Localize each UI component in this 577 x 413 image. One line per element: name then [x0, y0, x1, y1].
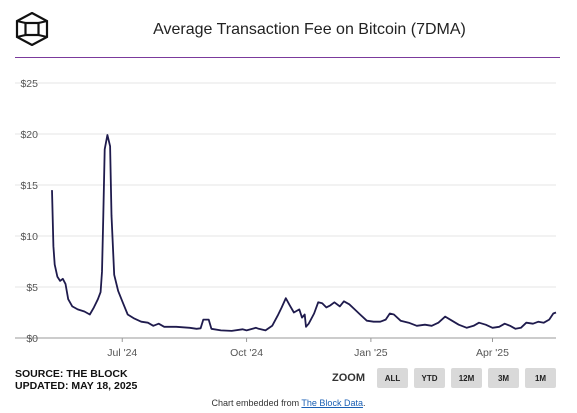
- embed-note: Chart embedded from The Block Data.: [0, 398, 577, 408]
- embed-prefix: Chart embedded from: [211, 398, 302, 408]
- y-tick-label: $25: [20, 78, 38, 90]
- zoom-ytd-button[interactable]: YTD: [414, 368, 445, 388]
- chart-title: Average Transaction Fee on Bitcoin (7DMA…: [153, 21, 466, 38]
- the-block-logo-icon: [15, 12, 49, 46]
- x-tick-label: Jul '24: [107, 347, 137, 359]
- x-tick-label: Oct '24: [230, 347, 263, 359]
- x-tick-label: Jan '25: [354, 347, 388, 359]
- y-tick-label: $20: [20, 129, 38, 141]
- source-line: SOURCE: THE BLOCK: [15, 368, 128, 380]
- y-tick-label: $15: [20, 180, 38, 192]
- zoom-label: ZOOM: [332, 372, 365, 384]
- embed-suffix: .: [362, 398, 366, 408]
- y-tick-label: $10: [20, 231, 38, 243]
- fee-series-line[interactable]: [51, 134, 557, 332]
- x-tick-label: Apr '25: [476, 347, 509, 359]
- zoom-1m-button[interactable]: 1M: [525, 368, 556, 388]
- title-divider: [15, 57, 560, 58]
- source-info: SOURCE: THE BLOCK UPDATED: MAY 18, 2025: [15, 368, 137, 392]
- y-tick-label: $5: [26, 282, 38, 294]
- the-block-data-link[interactable]: The Block Data: [301, 398, 363, 408]
- y-tick-label: $0: [26, 333, 38, 345]
- zoom-3m-button[interactable]: 3M: [488, 368, 519, 388]
- zoom-controls: ZOOM ALL YTD 12M 3M 1M: [332, 368, 556, 388]
- zoom-12m-button[interactable]: 12M: [451, 368, 482, 388]
- zoom-all-button[interactable]: ALL: [377, 368, 408, 388]
- updated-line: UPDATED: MAY 18, 2025: [15, 380, 138, 392]
